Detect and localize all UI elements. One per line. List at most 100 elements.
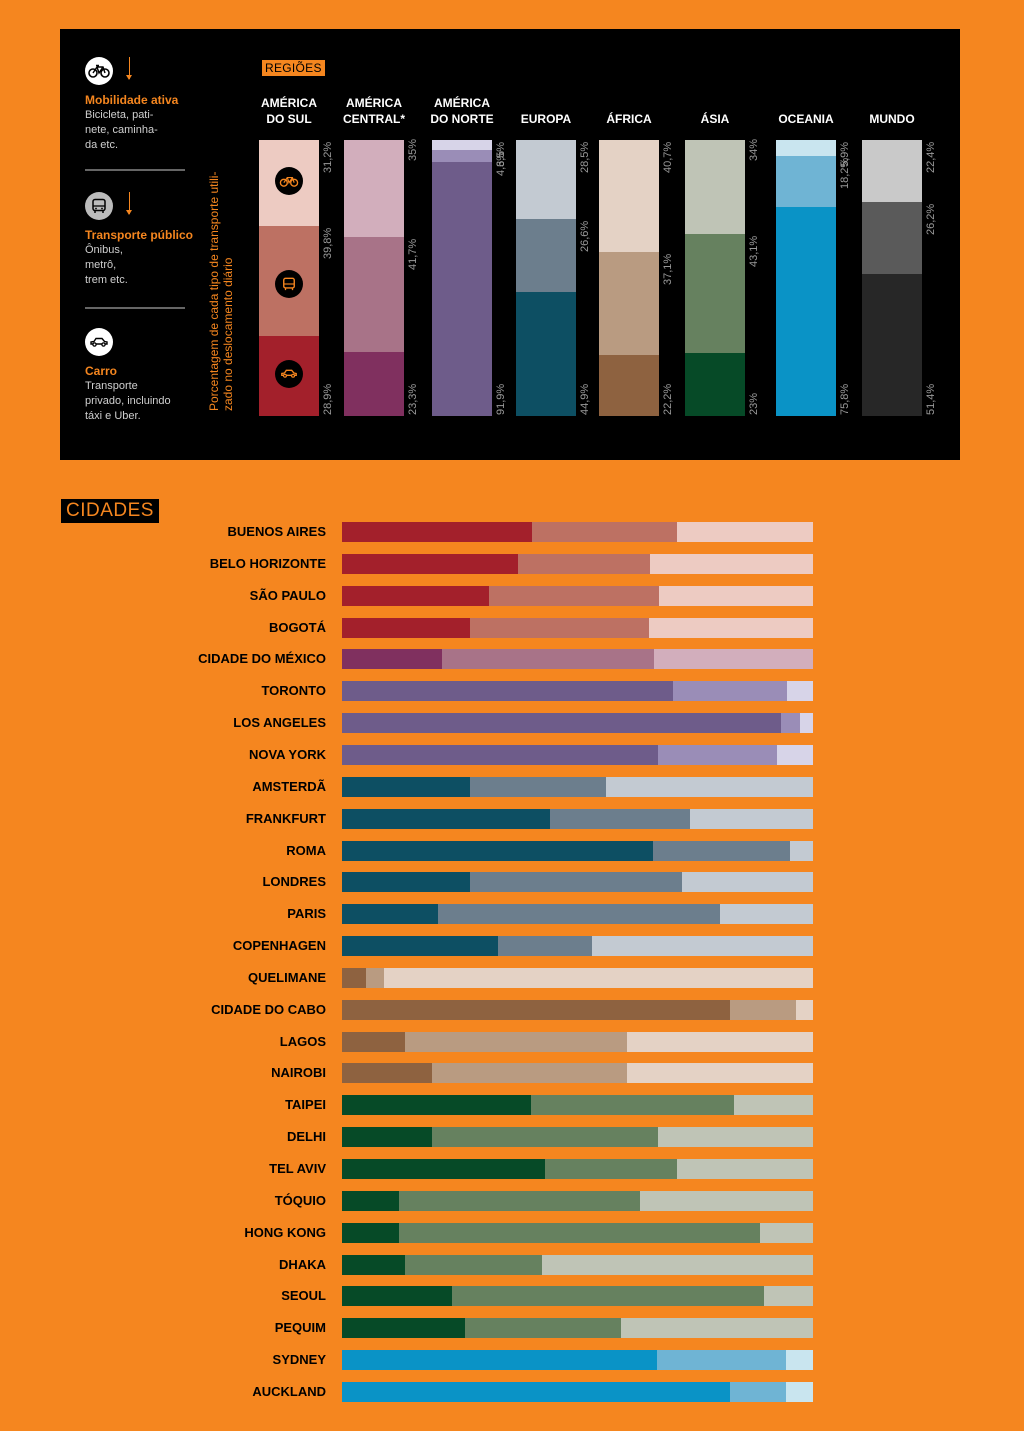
segment-public xyxy=(398,1222,760,1243)
segment-active xyxy=(650,553,813,574)
segment-public xyxy=(431,1063,627,1084)
segment-car xyxy=(342,999,731,1020)
city-label: PARIS xyxy=(287,906,326,922)
city-row: COPENHAGEN xyxy=(0,936,1024,957)
city-row: NOVA YORK xyxy=(0,744,1024,765)
legend-divider xyxy=(85,169,185,171)
segment-car xyxy=(342,1286,453,1307)
segment-public xyxy=(550,808,691,829)
segment-public xyxy=(470,617,650,638)
legend-divider xyxy=(85,307,185,309)
city-bar xyxy=(342,1318,813,1339)
segment-public xyxy=(652,840,790,861)
segment-public xyxy=(344,236,404,352)
city-bar xyxy=(342,585,813,606)
percent-label: 41,7% xyxy=(407,238,419,270)
segment-active xyxy=(649,617,813,638)
legend-desc-line: trem etc. xyxy=(85,274,128,286)
percent-label: 44,9% xyxy=(579,383,591,415)
percent-label: 35% xyxy=(407,138,419,161)
percent-label: 28,5% xyxy=(579,141,591,173)
segment-car xyxy=(776,206,836,416)
segment-public xyxy=(366,967,384,988)
segment-car xyxy=(342,808,551,829)
city-row: PEQUIM xyxy=(0,1318,1024,1339)
city-label: TORONTO xyxy=(261,683,326,699)
segment-car xyxy=(342,840,653,861)
city-label: BELO HORIZONTE xyxy=(209,555,326,571)
segment-car xyxy=(862,274,922,416)
region-bar xyxy=(862,140,922,416)
city-bar xyxy=(342,967,813,988)
car-icon xyxy=(275,359,303,388)
segment-public xyxy=(431,1127,659,1148)
city-bar xyxy=(342,1159,813,1179)
legend-desc: Ônibus, metrô, trem etc. xyxy=(85,243,205,288)
segment-active xyxy=(764,1286,813,1307)
segment-car xyxy=(342,1381,731,1402)
city-bar xyxy=(342,840,813,861)
city-label: HONG KONG xyxy=(244,1224,326,1240)
segment-active xyxy=(658,585,813,606)
city-bar xyxy=(342,1127,813,1148)
city-label: TEL AVIV xyxy=(269,1161,326,1176)
segment-car xyxy=(342,1159,545,1179)
city-bar xyxy=(342,744,813,765)
city-label: LOS ANGELES xyxy=(233,715,326,731)
segment-active xyxy=(626,1031,813,1052)
city-row: NAIROBI xyxy=(0,1063,1024,1084)
segment-active xyxy=(516,140,576,219)
percent-label: 34% xyxy=(748,138,760,161)
city-label: TÓQUIO xyxy=(274,1192,326,1208)
segment-car xyxy=(342,904,439,925)
legend-desc: Bicicleta, pati- nete, caminha- da etc. xyxy=(85,108,205,153)
city-label: DELHI xyxy=(287,1129,326,1145)
segment-active xyxy=(799,713,813,734)
region-label: AMÉRICA DO NORTE xyxy=(430,96,494,126)
segment-active xyxy=(777,744,813,765)
city-label: CIDADE DO MÉXICO xyxy=(198,651,326,667)
segment-car xyxy=(342,585,489,606)
city-bar xyxy=(342,999,813,1020)
city-label: QUELIMANE xyxy=(248,969,326,985)
car-icon xyxy=(85,328,113,356)
regions-panel: Mobilidade ativa Bicicleta, pati- nete, … xyxy=(60,29,960,460)
city-bar xyxy=(342,713,813,734)
segment-public xyxy=(470,776,607,797)
percent-label: 39,8% xyxy=(322,227,334,260)
city-row: SÃO PAULO xyxy=(0,585,1024,606)
city-bar xyxy=(342,808,813,829)
percent-label: 26,6% xyxy=(579,220,591,252)
city-row: AMSTERDÃ xyxy=(0,776,1024,797)
city-label: AMSTERDÃ xyxy=(252,778,326,794)
region-bar xyxy=(685,140,745,416)
down-arrow-icon xyxy=(126,57,132,80)
segment-public xyxy=(405,1031,627,1052)
city-row: BOGOTÁ xyxy=(0,617,1024,638)
percent-label: 31,2% xyxy=(322,141,334,173)
city-label: PEQUIM xyxy=(274,1320,326,1336)
percent-label: 4,6% xyxy=(495,151,507,177)
legend-desc-line: privado, incluindo xyxy=(85,395,171,407)
segment-car xyxy=(342,936,498,957)
segment-active xyxy=(620,1318,813,1339)
segment-active xyxy=(690,808,813,829)
legend-desc-line: táxi e Uber. xyxy=(85,410,141,422)
segment-public xyxy=(730,1381,787,1402)
segment-public xyxy=(657,1350,787,1371)
legend-desc-line: metrô, xyxy=(85,259,117,271)
segment-car xyxy=(342,1095,531,1116)
legend-car: Carro Transporte privado, incluindo táxi… xyxy=(85,328,205,424)
bicycle-icon xyxy=(85,57,113,85)
segment-public xyxy=(470,872,683,893)
percent-label: 18,2% xyxy=(839,158,851,190)
city-row: BUENOS AIRES xyxy=(0,522,1024,542)
segment-active xyxy=(676,522,813,542)
segment-car xyxy=(342,1254,406,1275)
segment-active xyxy=(658,1127,813,1148)
segment-car xyxy=(342,1031,406,1052)
segment-active xyxy=(542,1254,813,1275)
region-label: ÁSIA xyxy=(700,112,730,126)
city-row: HONG KONG xyxy=(0,1222,1024,1243)
legend-active-mobility: Mobilidade ativa Bicicleta, pati- nete, … xyxy=(85,57,205,153)
